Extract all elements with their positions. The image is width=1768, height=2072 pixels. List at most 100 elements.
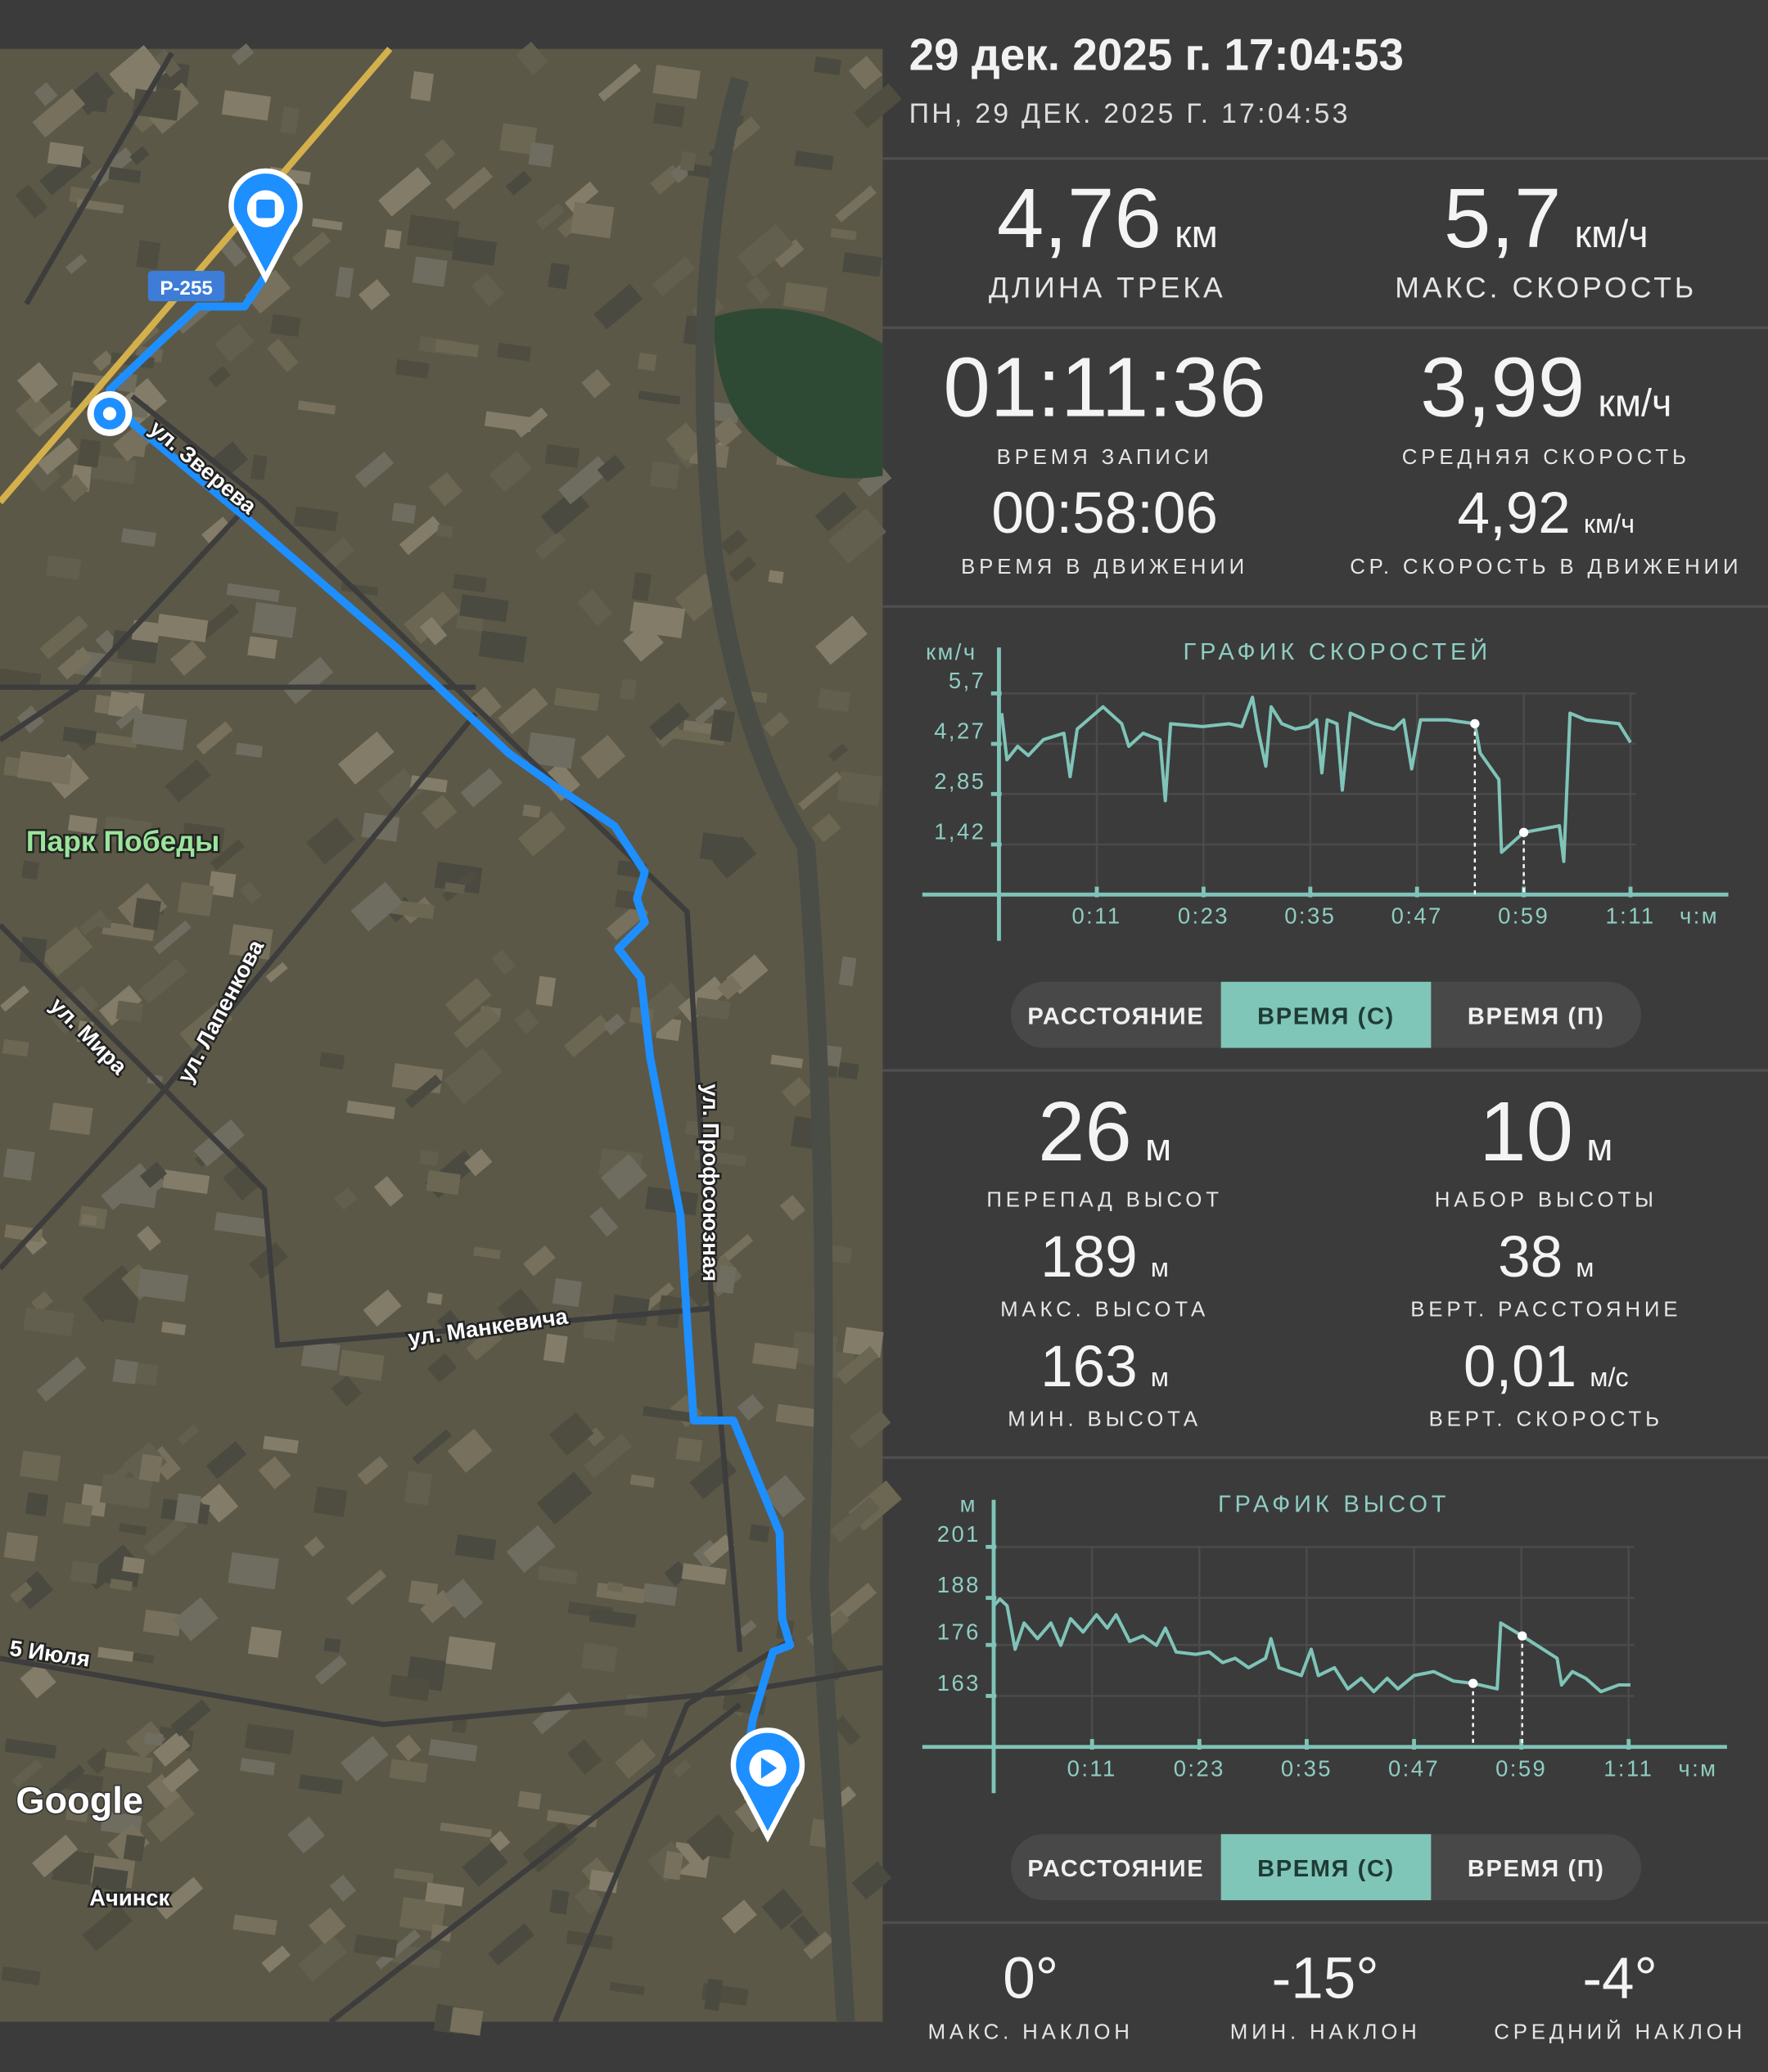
mode-button[interactable]: ВРЕМЯ (П) xyxy=(1468,1003,1605,1029)
map-block xyxy=(436,1309,471,1345)
map-road xyxy=(130,394,743,1652)
map-block xyxy=(118,1186,157,1209)
map-block xyxy=(133,898,161,931)
map-block xyxy=(419,616,448,646)
map-block xyxy=(779,1195,805,1221)
map-block xyxy=(384,229,402,250)
mode-button[interactable]: ВРЕМЯ (С) xyxy=(1257,1856,1395,1882)
map-block xyxy=(775,1403,826,1429)
stat-value: 4,76 км xyxy=(997,170,1218,265)
map-block xyxy=(115,705,142,729)
stat-label: МАКС. НАКЛОН xyxy=(928,2021,1134,2044)
mode-button[interactable]: ВРЕМЯ (С) xyxy=(1257,1003,1395,1029)
map-block xyxy=(548,1412,594,1456)
map-block xyxy=(488,1923,534,1966)
stat-label: МАКС. СКОРОСТЬ xyxy=(1395,271,1697,304)
map-block xyxy=(710,709,735,743)
map-block xyxy=(47,985,99,1034)
stat-label: МИН. ВЫСОТА xyxy=(1008,1408,1202,1430)
map-block xyxy=(649,461,680,490)
map-block xyxy=(841,252,882,277)
map-block xyxy=(535,975,557,1007)
map-block xyxy=(143,1516,187,1557)
map-block xyxy=(435,339,480,358)
mode-button[interactable]: РАССТОЯНИЕ xyxy=(1027,1856,1204,1882)
map-block xyxy=(470,687,502,719)
stat-number: -15° xyxy=(1272,1947,1379,2011)
map-block xyxy=(711,417,742,448)
map-block xyxy=(536,1471,593,1525)
map-block xyxy=(544,444,580,468)
map-block xyxy=(346,1569,387,1606)
map-block xyxy=(715,1265,737,1295)
mode-button[interactable]: ВРЕМЯ (П) xyxy=(1468,1856,1605,1882)
map-block xyxy=(156,614,209,642)
map-block xyxy=(208,366,231,388)
map-block xyxy=(837,1061,859,1080)
stat-value: 00:58:06 xyxy=(991,481,1217,546)
map-block xyxy=(156,1876,204,1920)
stat-value: -15° xyxy=(1272,1947,1379,2011)
stat-value: 10 м xyxy=(1479,1083,1612,1178)
map-block xyxy=(453,1004,501,1048)
map-block xyxy=(428,1738,478,1762)
map-block xyxy=(574,1884,605,1916)
map-block xyxy=(426,1292,443,1305)
map-label: Ачинск xyxy=(89,1885,169,1911)
map-block xyxy=(552,1277,582,1308)
mode-button-active[interactable] xyxy=(1220,1834,1432,1901)
map-block xyxy=(104,1751,154,1773)
map-block xyxy=(543,1333,568,1363)
stat-value: 38 м xyxy=(1498,1225,1594,1290)
stat-unit: км xyxy=(1175,213,1218,255)
x-tick-label: 0:11 xyxy=(1067,1755,1117,1781)
map-block xyxy=(304,1536,325,1557)
map-block xyxy=(770,1054,804,1069)
map-block xyxy=(23,1307,74,1337)
map-block xyxy=(444,1579,484,1619)
map-block xyxy=(312,218,343,231)
map-block xyxy=(471,273,504,307)
data-line xyxy=(992,1597,1630,1694)
map-block xyxy=(30,1290,53,1313)
map-block xyxy=(3,1532,38,1562)
map-block xyxy=(857,464,892,498)
stat-unit: км/ч xyxy=(1584,509,1635,538)
map-block xyxy=(120,528,156,547)
y-axis-label: км/ч xyxy=(926,639,976,664)
map-block xyxy=(40,926,93,977)
map-block xyxy=(143,1732,164,1746)
map-block xyxy=(703,1534,735,1565)
map-block xyxy=(102,816,152,849)
map-block xyxy=(489,450,533,493)
map-block xyxy=(297,400,336,415)
map-block xyxy=(247,636,277,660)
stat-unit: м xyxy=(1576,1253,1594,1282)
x-tick-label: 0:35 xyxy=(1284,903,1336,929)
mode-button[interactable]: РАССТОЯНИЕ xyxy=(1027,1003,1204,1029)
map-block xyxy=(138,1453,163,1483)
map-block xyxy=(444,166,494,210)
map-block xyxy=(251,601,297,638)
y-tick-label: 1,42 xyxy=(934,818,985,844)
stat-number: 4,92 xyxy=(1458,481,1571,546)
map-road xyxy=(0,711,478,1271)
map-forest xyxy=(713,308,883,479)
map-block xyxy=(449,2007,484,2036)
map-block xyxy=(752,1342,799,1370)
map-block xyxy=(21,860,40,881)
stat-label: СРЕДНЯЯ СКОРОСТЬ xyxy=(1402,446,1690,469)
map-block xyxy=(728,556,757,583)
mode-button-active[interactable] xyxy=(1220,981,1432,1048)
y-tick-label: 163 xyxy=(937,1670,981,1696)
map-block xyxy=(137,1268,189,1303)
map-block xyxy=(749,1524,770,1543)
map-block xyxy=(589,1206,619,1237)
map-block xyxy=(346,1100,395,1119)
stat-label: СРЕДНИЙ НАКЛОН xyxy=(1494,2020,1746,2044)
map-block xyxy=(226,583,280,602)
map-block xyxy=(566,1739,602,1775)
map-block xyxy=(90,454,137,484)
map-block xyxy=(84,1544,135,1590)
map-block xyxy=(79,909,107,936)
